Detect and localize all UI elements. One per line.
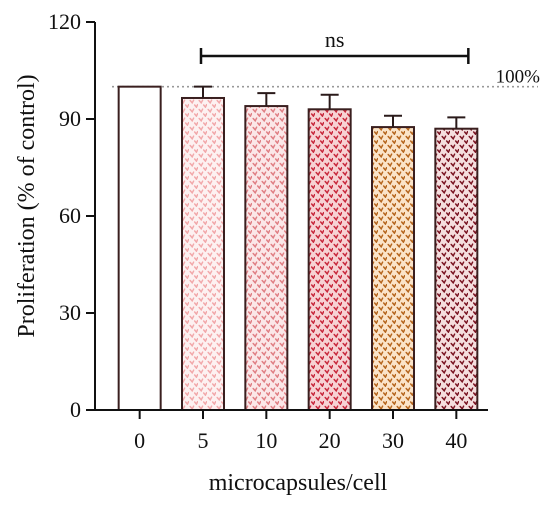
y-tick-label-0: 0 — [70, 397, 81, 422]
x-tick-label-10: 10 — [255, 428, 277, 453]
y-tick-label-90: 90 — [59, 106, 81, 131]
x-axis-title: microcapsules/cell — [209, 470, 388, 496]
y-axis: 0 30 60 90 120 — [48, 9, 96, 422]
bar-0 — [117, 85, 162, 412]
bar-30 — [371, 126, 415, 411]
x-tick-label-40: 40 — [445, 428, 467, 453]
x-tick-label-20: 20 — [319, 428, 341, 453]
reference-line-label: 100% — [496, 67, 541, 88]
significance-bracket: ns — [199, 27, 470, 64]
reference-line-group: 100% — [112, 67, 540, 88]
x-tick-label-30: 30 — [382, 428, 404, 453]
x-tick-label-5: 5 — [198, 428, 209, 453]
y-tick-label-120: 120 — [48, 9, 81, 34]
bar-10 — [244, 105, 289, 411]
y-axis-title: Proliferation (% of control) — [14, 74, 40, 337]
error-bars-group — [194, 85, 466, 129]
x-axis: 0 5 10 20 30 40 — [95, 409, 488, 453]
x-tick-label-0: 0 — [134, 428, 145, 453]
bar-20 — [307, 108, 352, 412]
bar-5 — [181, 96, 225, 411]
bars-group — [117, 85, 479, 412]
y-tick-label-60: 60 — [59, 203, 81, 228]
bar-40 — [434, 127, 479, 411]
y-tick-label-30: 30 — [59, 300, 81, 325]
significance-label: ns — [325, 27, 345, 52]
